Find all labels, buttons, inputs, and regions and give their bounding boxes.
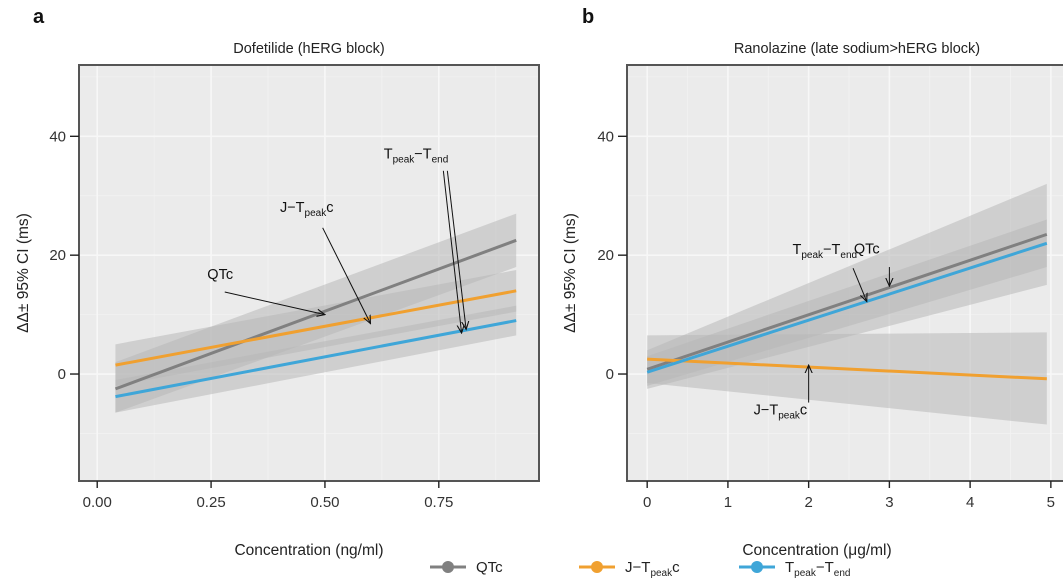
x-tick-label: 0.00 xyxy=(83,494,112,511)
annotation-label: QTc xyxy=(854,241,880,257)
annotation-label: QTc xyxy=(207,267,233,283)
annotation-label: Tpeak−Tend xyxy=(384,146,449,165)
legend-key-dot xyxy=(442,561,454,573)
panel-letter: a xyxy=(33,6,45,28)
series-line-Tpeak-Tend xyxy=(115,319,517,399)
x-tick-label: 0.25 xyxy=(196,494,225,511)
legend: QTc J−Tpeakc Tpeak−Tend xyxy=(430,559,850,579)
annotation-arrow xyxy=(446,170,466,330)
annotation-label: J−Tpeakc xyxy=(280,200,334,219)
panel-title: Dofetilide (hERG block) xyxy=(233,41,385,57)
annotation: Tpeak−Tend xyxy=(793,242,867,302)
y-tick-label: 0 xyxy=(606,366,614,383)
panel-b: b Ranolazine (late sodium>hERG block) Tpea… xyxy=(562,6,1063,559)
plot-frame xyxy=(626,64,1063,482)
panel-letter: b xyxy=(582,6,594,28)
legend-label: QTc xyxy=(476,559,503,576)
x-tick-label: 2 xyxy=(804,494,812,511)
x-tick-label: 3 xyxy=(885,494,893,511)
x-tick-label: 1 xyxy=(724,494,732,511)
legend-label: J−Tpeakc xyxy=(625,559,680,579)
annotation: QTc xyxy=(207,267,325,315)
annotation-arrow xyxy=(442,170,461,333)
legend-key-dot xyxy=(751,561,763,573)
annotation: Tpeak−Tend xyxy=(384,146,466,333)
plot-area xyxy=(627,65,1063,481)
x-tick-label: 0 xyxy=(643,494,651,511)
x-axis-title: Concentration (ng/ml) xyxy=(234,542,383,559)
annotation-arrow xyxy=(852,268,867,301)
legend-key-dot xyxy=(591,561,603,573)
y-axis-title: ΔΔ± 95% CI (ms) xyxy=(15,213,32,333)
panel-a: a Dofetilide (hERG block) QTc J−Tpeakc Tpeak… xyxy=(15,6,540,559)
plot-frame xyxy=(78,64,540,482)
series-line-QTc xyxy=(114,238,517,391)
legend-entry-QTc: QTc xyxy=(430,559,503,576)
y-tick-label: 40 xyxy=(49,128,66,145)
y-tick-label: 20 xyxy=(597,247,614,264)
x-tick-label: 5 xyxy=(1047,494,1055,511)
x-tick-label: 0.50 xyxy=(310,494,339,511)
x-tick-label: 0.75 xyxy=(424,494,453,511)
panel-title: Ranolazine (late sodium>hERG block) xyxy=(734,41,980,57)
y-axis-title: ΔΔ± 95% CI (ms) xyxy=(562,213,579,333)
plot-area xyxy=(79,65,539,481)
annotation: J−Tpeakc xyxy=(280,200,371,324)
annotation-label: Tpeak−Tend xyxy=(793,242,858,261)
series-line-QTc xyxy=(646,232,1048,371)
annotation-arrow xyxy=(224,291,325,315)
series-line-Tpeak-Tend xyxy=(646,241,1048,374)
y-tick-label: 40 xyxy=(597,128,614,145)
annotation: J−Tpeakc xyxy=(754,365,809,421)
legend-entry-J-Tpeakc: J−Tpeakc xyxy=(579,559,680,579)
annotation-label: J−Tpeakc xyxy=(754,402,808,421)
series-line-J-Tpeakc xyxy=(647,357,1047,381)
annotation: QTc xyxy=(854,241,889,286)
legend-entry-Tpeak-Tend: Tpeak−Tend xyxy=(739,559,850,579)
y-tick-label: 0 xyxy=(58,366,66,383)
y-tick-label: 20 xyxy=(49,247,66,264)
legend-label: Tpeak−Tend xyxy=(785,559,850,579)
annotation-arrow xyxy=(322,227,371,324)
x-tick-label: 4 xyxy=(966,494,974,511)
series-line-J-Tpeakc xyxy=(115,289,517,367)
x-axis-title: Concentration (μg/ml) xyxy=(742,542,891,559)
